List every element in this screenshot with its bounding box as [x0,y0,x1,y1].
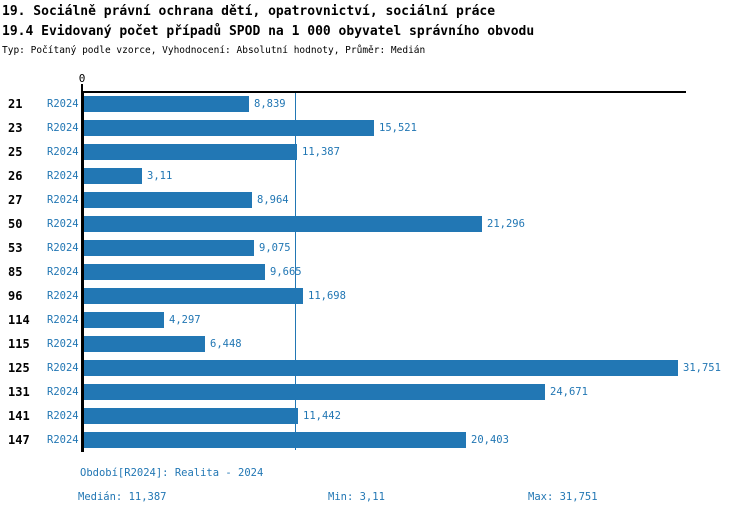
footer-median-stat: Medián: 11,387 [78,491,167,503]
bar [84,192,252,208]
category-label: 26 [8,169,23,183]
bar [84,360,678,376]
series-label: R2024 [47,146,79,158]
category-label: 141 [8,409,30,423]
bar-value-label: 11,442 [303,410,341,422]
series-label: R2024 [47,314,79,326]
bar [84,432,466,448]
footer-max-stat: Max: 31,751 [528,491,598,503]
series-label: R2024 [47,170,79,182]
bar-value-label: 20,403 [471,434,509,446]
category-label: 53 [8,241,23,255]
bar-value-label: 24,671 [550,386,588,398]
bar [84,240,254,256]
chart-row: 115 R2024 6,448 [0,332,750,356]
series-label: R2024 [47,98,79,110]
bar-value-label: 15,521 [379,122,417,134]
bar-value-label: 4,297 [169,314,201,326]
bar [84,144,297,160]
series-label: R2024 [47,218,79,230]
bar-value-label: 11,698 [308,290,346,302]
footer-min-stat: Min: 3,11 [328,491,385,503]
x-axis-line [81,91,686,93]
category-label: 85 [8,265,23,279]
series-label: R2024 [47,290,79,302]
series-label: R2024 [47,242,79,254]
series-label: R2024 [47,410,79,422]
chart-row: 25 R2024 11,387 [0,140,750,164]
category-label: 96 [8,289,23,303]
category-label: 23 [8,121,23,135]
chart-row: 147 R2024 20,403 [0,428,750,452]
chart-row: 27 R2024 8,964 [0,188,750,212]
chart-row: 53 R2024 9,075 [0,236,750,260]
bar-value-label: 3,11 [147,170,173,182]
bar [84,312,164,328]
bar-value-label: 21,296 [487,218,525,230]
category-label: 25 [8,145,23,159]
bar-value-label: 8,839 [254,98,286,110]
series-label: R2024 [47,434,79,446]
footer-period-label: Období[R2024]: Realita - 2024 [80,467,264,479]
chart-row: 23 R2024 15,521 [0,116,750,140]
report-subtitle: Typ: Počítaný podle vzorce, Vyhodnocení:… [2,45,426,56]
chart-row: 96 R2024 11,698 [0,284,750,308]
chart-row: 131 R2024 24,671 [0,380,750,404]
bar [84,264,265,280]
x-axis-zero-tick-mark [81,84,83,92]
series-label: R2024 [47,266,79,278]
series-label: R2024 [47,362,79,374]
category-label: 131 [8,385,30,399]
category-label: 115 [8,337,30,351]
bar-value-label: 8,964 [257,194,289,206]
bar [84,384,545,400]
chart-row: 141 R2024 11,442 [0,404,750,428]
bar [84,408,298,424]
series-label: R2024 [47,122,79,134]
chart-row: 114 R2024 4,297 [0,308,750,332]
category-label: 114 [8,313,30,327]
x-axis-zero-tick-label: 0 [78,72,86,85]
bar [84,288,303,304]
bar-value-label: 31,751 [683,362,721,374]
bar [84,96,249,112]
chart-row: 85 R2024 9,665 [0,260,750,284]
category-label: 27 [8,193,23,207]
chart-row: 50 R2024 21,296 [0,212,750,236]
category-label: 50 [8,217,23,231]
report-title-line1: 19. Sociálně právní ochrana dětí, opatro… [2,4,496,19]
bar-value-label: 9,665 [270,266,302,278]
chart-row: 21 R2024 8,839 [0,92,750,116]
bar [84,216,482,232]
bar-value-label: 9,075 [259,242,291,254]
category-label: 147 [8,433,30,447]
series-label: R2024 [47,386,79,398]
category-label: 21 [8,97,23,111]
category-label: 125 [8,361,30,375]
bar-value-label: 11,387 [302,146,340,158]
bar [84,120,374,136]
bar [84,336,205,352]
y-axis-line [81,91,84,452]
chart-row: 125 R2024 31,751 [0,356,750,380]
chart-row: 26 R2024 3,11 [0,164,750,188]
report-title-line2: 19.4 Evidovaný počet případů SPOD na 1 0… [2,24,535,39]
median-reference-line [295,93,296,450]
bar-value-label: 6,448 [210,338,242,350]
series-label: R2024 [47,338,79,350]
series-label: R2024 [47,194,79,206]
bar [84,168,142,184]
